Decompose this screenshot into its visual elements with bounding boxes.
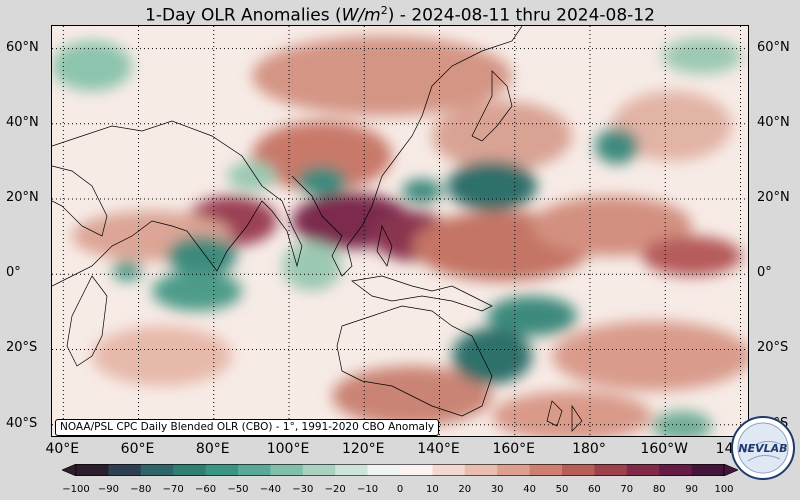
source-note: NOAA/PSL CPC Daily Blended OLR (CBO) - 1… (55, 419, 440, 436)
longitude-label: 80°E (195, 441, 230, 457)
map-title: 1-Day OLR Anomalies (W/m2) - 2024-08-11 … (0, 0, 800, 27)
colorbar-tick-label: −10 (357, 484, 379, 495)
latitude-label-left: 20°N (6, 190, 39, 206)
graticule (52, 26, 748, 436)
colorbar-segment (335, 464, 369, 476)
colorbar-segment (367, 464, 401, 476)
colorbar-segment (400, 464, 433, 476)
colorbar-extend-low (62, 464, 77, 476)
title-unit: W/m (341, 5, 381, 26)
latitude-label-right: 20°N (757, 190, 790, 206)
colorbar-tick-label: 60 (588, 484, 601, 495)
latitude-label-left: 60°N (6, 39, 39, 55)
colorbar-segment (594, 464, 628, 476)
colorbar-segment (659, 464, 693, 476)
colorbar-segment (76, 464, 109, 476)
longitude-label: 100°E (266, 441, 310, 457)
colorbar-segment (108, 464, 142, 476)
latitude-label-right: 0° (757, 265, 772, 281)
colorbar-tick-label: −70 (162, 484, 184, 495)
colorbar-border (75, 464, 725, 476)
colorbar-tick-label: −20 (324, 484, 346, 495)
colorbar-tick-label: −30 (292, 484, 314, 495)
colorbar-segment (270, 464, 304, 476)
longitude-label: 160°W (640, 441, 688, 457)
latitude-label-right: 40°N (757, 114, 790, 130)
title-dates: ) - 2024-08-11 thru 2024-08-12 (387, 5, 655, 26)
colorbar-tick-label: 100 (714, 484, 734, 495)
longitude-label: 40°E (45, 441, 80, 457)
colorbar-segment (205, 464, 239, 476)
colorbar-tick-label: −50 (227, 484, 249, 495)
colorbar-tick-label: 90 (685, 484, 698, 495)
colorbar-segment (464, 464, 498, 476)
title-main: 1-Day OLR Anomalies ( (145, 5, 342, 26)
colorbar-segment (626, 464, 660, 476)
colorbar-tick-label: 40 (523, 484, 536, 495)
colorbar-segment (497, 464, 531, 476)
longitude-label: 120°E (341, 441, 385, 457)
colorbar-segment (691, 464, 725, 476)
logo-text: NEVLAB (738, 442, 787, 455)
colorbar-segment (432, 464, 466, 476)
colorbar-tick-label: 0 (396, 484, 404, 495)
colorbar-tick-label: −80 (130, 484, 152, 495)
latitude-label-left: 40°N (6, 114, 39, 130)
colorbar-segment (140, 464, 174, 476)
longitude-label: 140°E (417, 441, 460, 457)
colorbar-tick-label: 70 (620, 484, 634, 495)
latitude-label-left: 0° (6, 265, 21, 281)
colorbar-segment (302, 464, 336, 476)
colorbar-segment (529, 464, 563, 476)
colorbar-segment (238, 464, 271, 476)
colorbar-segment (173, 464, 207, 476)
colorbar-tick-label: 10 (426, 484, 439, 495)
latitude-label-right: 60°N (757, 39, 790, 55)
colorbar-tick-label: −100 (62, 484, 90, 495)
colorbar-tick-label: −60 (195, 484, 217, 495)
colorbar-tick-label: −40 (259, 484, 281, 495)
colorbar-tick-label: −90 (97, 484, 119, 495)
nevlab-logo: NEVLAB (730, 415, 796, 481)
title-unit-superscript: 2 (380, 4, 388, 17)
latitude-label-left: 40°S (6, 415, 38, 431)
latitude-label-left: 20°S (6, 340, 38, 356)
colorbar-segment (562, 464, 595, 476)
colorbar (62, 464, 738, 476)
anomaly-map (52, 26, 748, 436)
colorbar-graphic (62, 464, 738, 476)
colorbar-tick-label: 20 (458, 484, 472, 495)
longitude-label: 160°E (492, 441, 536, 457)
map-panel (51, 25, 749, 437)
longitude-label: 60°E (120, 441, 155, 457)
colorbar-tick-label: 30 (490, 484, 504, 495)
longitude-label: 180° (572, 441, 606, 457)
colorbar-tick-label: 80 (652, 484, 666, 495)
colorbar-tick-label: 50 (555, 484, 569, 495)
latitude-label-right: 20°S (757, 340, 789, 356)
